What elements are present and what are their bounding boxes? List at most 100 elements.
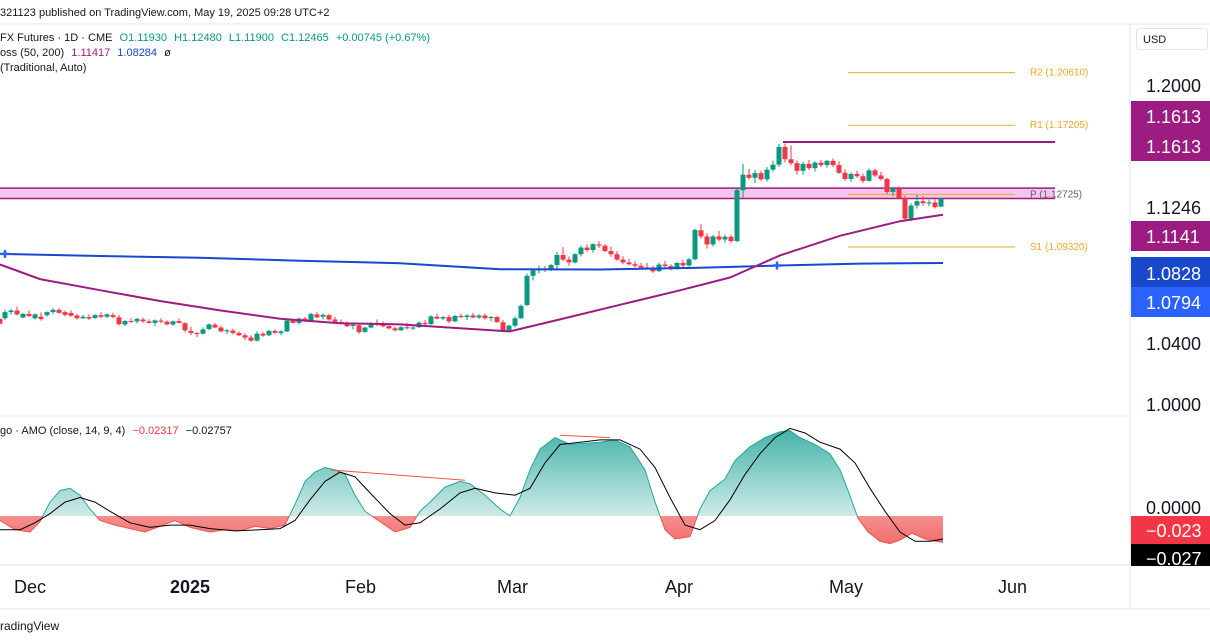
candle-body[interactable] [230,330,236,333]
candle-body[interactable] [716,236,722,240]
candle-body[interactable] [422,322,428,325]
candle-body[interactable] [0,319,3,324]
candle-body[interactable] [602,245,608,252]
candle-body[interactable] [914,201,920,206]
legend-ma[interactable]: oss (50, 200) 1.11417 1.08284 ø [0,47,175,59]
resistance-zone[interactable] [0,188,1055,199]
candle-body[interactable] [560,254,566,260]
candle-body[interactable] [476,315,482,318]
candle-body[interactable] [68,312,74,316]
candle-body[interactable] [596,244,602,246]
tradingview-footer[interactable]: radingView [0,619,60,633]
candle-body[interactable] [860,176,866,181]
candle-body[interactable] [260,333,266,336]
candle-body[interactable] [764,169,770,180]
candle-body[interactable] [350,324,356,326]
candle-body[interactable] [908,205,914,219]
candle-body[interactable] [14,310,20,315]
candle-body[interactable] [578,247,584,255]
candle-body[interactable] [782,146,788,160]
candle-body[interactable] [680,262,686,266]
candle-body[interactable] [344,322,350,327]
candle-body[interactable] [788,159,794,164]
candle-body[interactable] [362,327,368,332]
candle-body[interactable] [710,236,716,245]
candle-body[interactable] [848,173,854,180]
candle-body[interactable] [74,315,80,319]
candle-body[interactable] [452,315,458,322]
candle-body[interactable] [494,317,500,323]
candle-body[interactable] [116,317,122,325]
candle-body[interactable] [314,314,320,318]
amo-line-positive[interactable] [0,430,943,544]
candle-body[interactable] [320,314,326,317]
candle-body[interactable] [458,315,464,318]
candle-body[interactable] [434,316,440,319]
candle-body[interactable] [110,315,116,318]
amo-line-negative[interactable] [0,431,944,545]
candle-body[interactable] [518,305,524,319]
candles-group[interactable] [0,143,944,342]
candle-body[interactable] [290,320,296,323]
candle-body[interactable] [428,316,434,325]
amo-signal-line[interactable] [0,427,944,542]
candle-body[interactable] [44,312,50,316]
candle-body[interactable] [752,173,758,178]
candle-body[interactable] [308,313,314,322]
candle-body[interactable] [170,321,176,325]
candle-body[interactable] [182,323,188,331]
candle-body[interactable] [524,275,530,306]
candle-body[interactable] [584,247,590,251]
candle-body[interactable] [32,314,38,319]
candle-body[interactable] [824,160,830,166]
candle-body[interactable] [248,337,254,341]
candle-body[interactable] [380,324,386,327]
candle-body[interactable] [326,315,332,320]
candle-body[interactable] [188,330,194,333]
candle-body[interactable] [440,317,446,319]
candle-body[interactable] [548,265,554,269]
candle-body[interactable] [692,229,698,260]
candle-body[interactable] [242,335,248,338]
candle-body[interactable] [8,310,14,313]
candle-body[interactable] [722,236,728,240]
candle-body[interactable] [572,254,578,263]
candle-body[interactable] [554,254,560,266]
candle-body[interactable] [794,163,800,171]
candle-body[interactable] [98,315,104,317]
candle-body[interactable] [356,325,362,333]
candle-body[interactable] [650,268,656,272]
candle-body[interactable] [86,317,92,319]
candle-body[interactable] [470,315,476,318]
currency-selector[interactable]: USD [1136,28,1208,50]
candle-body[interactable] [398,327,404,331]
candle-body[interactable] [812,162,818,169]
candle-body[interactable] [590,244,596,251]
candle-body[interactable] [200,329,206,334]
candle-body[interactable] [566,259,572,263]
candle-body[interactable] [104,314,110,317]
legend-amo[interactable]: go · AMO (close, 14, 9, 4) −0.02317 −0.0… [0,425,236,437]
candle-body[interactable] [818,162,824,166]
candle-body[interactable] [638,265,644,268]
candle-body[interactable] [758,173,764,180]
legend-symbol[interactable]: FX Futures · 1D · CME [0,32,113,44]
candle-body[interactable] [632,264,638,266]
candle-body[interactable] [56,309,62,313]
candle-body[interactable] [884,179,890,192]
candle-body[interactable] [38,316,44,320]
candle-body[interactable] [746,174,752,178]
ma200-line[interactable] [0,252,944,271]
candle-body[interactable] [740,174,746,191]
candle-body[interactable] [770,164,776,170]
candle-body[interactable] [932,202,938,208]
candle-body[interactable] [140,319,146,322]
candle-body[interactable] [866,170,872,181]
candle-body[interactable] [830,160,836,166]
candle-body[interactable] [386,325,392,329]
candle-body[interactable] [20,313,26,318]
candle-body[interactable] [872,170,878,176]
candle-body[interactable] [194,332,200,335]
candle-body[interactable] [332,319,338,322]
